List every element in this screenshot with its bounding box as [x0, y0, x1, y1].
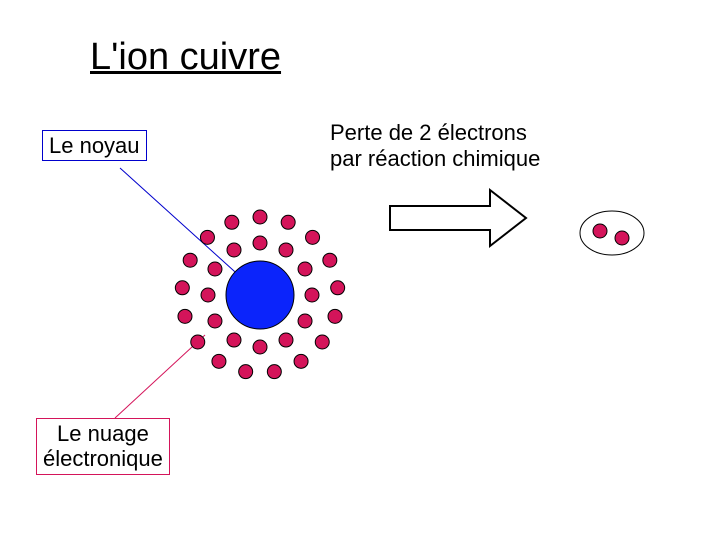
diagram-svg	[0, 0, 720, 540]
diagram-stage: L'ion cuivre Le noyau Le nuage électroni…	[0, 0, 720, 540]
